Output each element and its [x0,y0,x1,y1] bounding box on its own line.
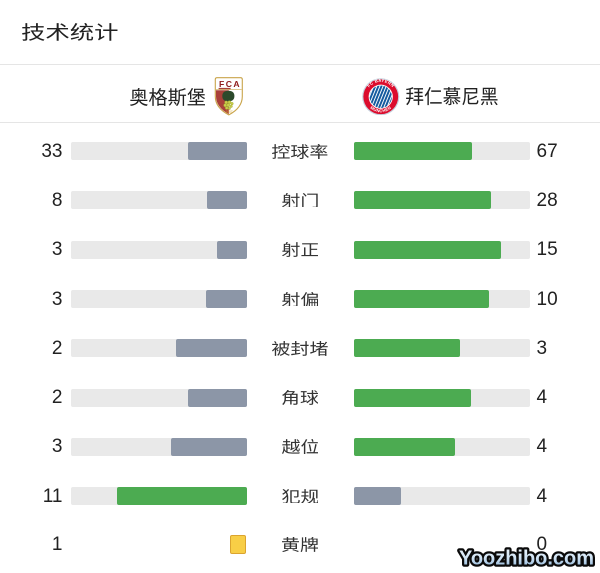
svg-text:1907: 1907 [225,110,232,114]
svg-text:MÜNCHEN: MÜNCHEN [370,104,393,112]
svg-text:FCA: FCA [219,79,240,89]
svg-text:Yoozhibo.com: Yoozhibo.com [459,547,594,570]
